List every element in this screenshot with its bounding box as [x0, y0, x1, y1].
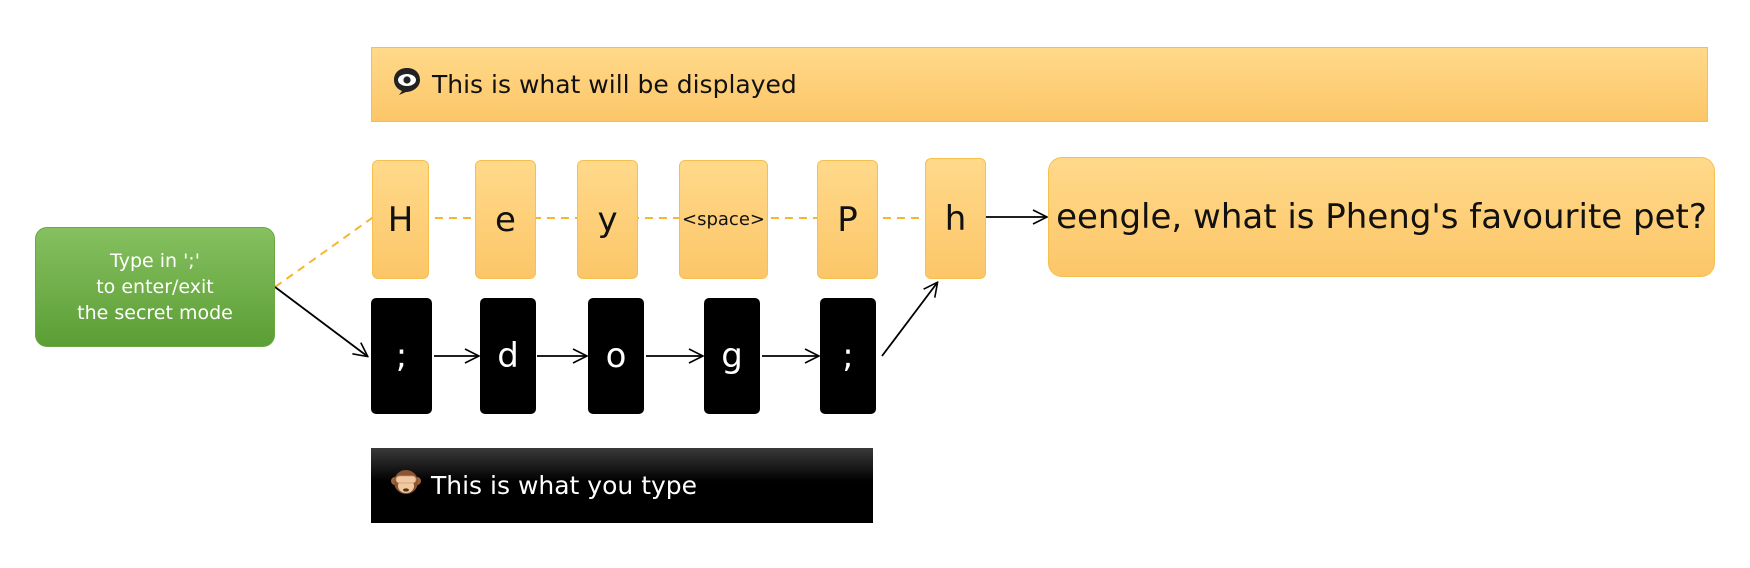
display-char-tile: e: [475, 160, 536, 279]
display-char-tile: <space>: [679, 160, 768, 279]
display-char-tile: P: [817, 160, 878, 279]
typed-char-tile: d: [480, 298, 536, 414]
arrow-typed-to-display: [881, 283, 937, 357]
display-banner: This is what will be displayed: [371, 47, 1708, 122]
typed-char-tile: ;: [820, 298, 876, 414]
display-banner-label: This is what will be displayed: [432, 70, 797, 99]
instruction-note-line: Type in ';': [110, 250, 200, 272]
typed-banner: This is what you type: [371, 448, 873, 523]
typed-banner-label: This is what you type: [431, 471, 698, 500]
eye-in-speech-bubble-icon: [394, 67, 420, 95]
typed-char-tile: ;: [371, 298, 432, 414]
typed-char-tile: o: [588, 298, 644, 414]
instruction-note-line: to enter/exit: [96, 276, 214, 298]
see-no-evil-monkey-icon: [391, 469, 421, 494]
instruction-note: Type in ';' to enter/exit the secret mod…: [35, 227, 275, 347]
display-char-tile: H: [372, 160, 429, 279]
result-text-box: eengle, what is Pheng's favourite pet?: [1048, 157, 1715, 277]
display-char-tile: y: [577, 160, 638, 279]
arrow-note-to-typed: [274, 286, 367, 356]
display-char-tile: h: [925, 158, 986, 279]
typed-char-tile: g: [704, 298, 760, 414]
instruction-note-line: the secret mode: [77, 302, 233, 324]
